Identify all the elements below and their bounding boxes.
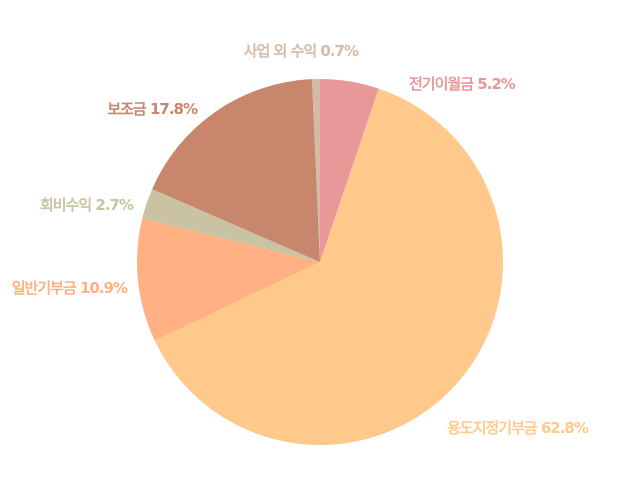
slice-label-3: 회비수익 2.7% [40, 196, 134, 214]
slice-label-4: 보조금 17.8% [107, 100, 198, 118]
pie-slice-5 [311, 79, 320, 262]
slice-label-2: 일반기부금 10.9% [12, 279, 128, 297]
slice-label-5: 사업 외 수익 0.7% [244, 42, 359, 60]
slice-label-0: 전기이월금 5.2% [409, 75, 516, 93]
slice-label-1: 용도지정기부금 62.8% [447, 419, 589, 437]
pie-slice-3 [142, 189, 320, 262]
pie-slice-4 [152, 79, 320, 262]
pie-slice-2 [136, 218, 320, 341]
pie-slice-1 [154, 88, 503, 445]
pie-slice-0 [320, 79, 379, 262]
